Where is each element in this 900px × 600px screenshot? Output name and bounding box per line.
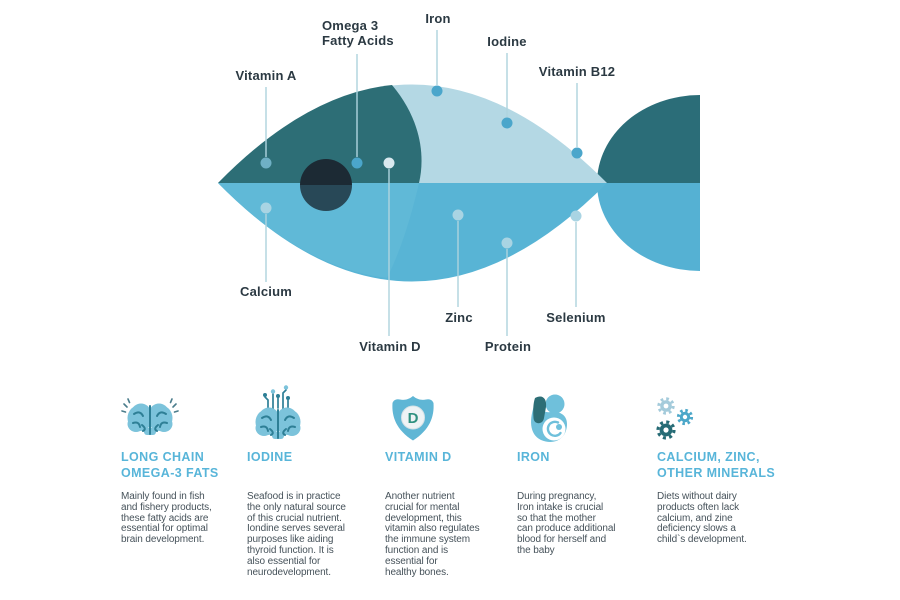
label-iodine: Iodine [487, 34, 527, 49]
fish-body [218, 84, 607, 282]
label-iron: Iron [425, 11, 451, 26]
dot-vitamin-b12 [571, 147, 583, 159]
brain-sparkles-icon [121, 398, 179, 436]
dot-zinc [452, 209, 464, 221]
label-vitamin-b12: Vitamin B12 [538, 64, 616, 79]
section-body: During pregnancy, Iron intake is crucial… [517, 491, 616, 556]
section-body: Mainly found in fish and fishery product… [121, 491, 212, 546]
section-minerals: CALCIUM, ZINC, OTHER MINERALS Diets with… [657, 450, 781, 546]
fish-eye [300, 159, 352, 211]
dot-vitamin-d [383, 157, 395, 169]
gear-dark [656, 420, 676, 440]
section-body: Diets without dairy products often lack … [657, 491, 747, 546]
label-protein: Protein [484, 339, 532, 354]
dot-calcium [260, 202, 272, 214]
dot-omega3 [351, 157, 363, 169]
fish-tail [597, 95, 700, 271]
fish-eye-lower [300, 185, 352, 211]
pregnant-woman-icon [531, 394, 567, 443]
section-title: CALCIUM, ZINC, OTHER MINERALS [657, 450, 776, 480]
gears-icon [656, 397, 694, 440]
section-body: Seafood is in practice the only natural … [247, 491, 346, 578]
dot-iodine [501, 117, 513, 129]
gear-medium [676, 408, 694, 426]
section-title: IRON [517, 450, 550, 464]
dot-iron [431, 85, 443, 97]
label-omega3: Omega 3 Fatty Acids [322, 18, 394, 48]
brain-circuit-icon [254, 385, 302, 440]
dot-protein [501, 237, 513, 249]
section-title: IODINE [247, 450, 293, 464]
label-calcium: Calcium [240, 284, 292, 299]
dot-vitamin-a [260, 157, 272, 169]
section-body: Another nutrient crucial for mental deve… [385, 491, 480, 578]
label-zinc: Zinc [445, 310, 473, 325]
label-selenium: Selenium [546, 310, 606, 325]
gear-light [657, 397, 675, 415]
section-iodine: IODINE Seafood is in practice the only n… [247, 450, 371, 578]
label-vitamin-d: Vitamin D [359, 339, 421, 354]
shield-letter: D [408, 410, 419, 427]
callout-dots [260, 85, 583, 249]
section-vitamin-d: VITAMIN D Another nutrient crucial for m… [385, 450, 509, 578]
shield-d-icon: D [392, 396, 434, 441]
label-vitamin-a: Vitamin A [235, 68, 297, 83]
section-title: VITAMIN D [385, 450, 452, 464]
section-iron: IRON During pregnancy, Iron intake is cr… [517, 450, 641, 557]
section-title: LONG CHAIN OMEGA-3 FATS [121, 450, 219, 480]
dot-selenium [570, 210, 582, 222]
callout-lines [265, 30, 578, 336]
section-omega3-fats: LONG CHAIN OMEGA-3 FATS Mainly found in … [121, 450, 245, 546]
